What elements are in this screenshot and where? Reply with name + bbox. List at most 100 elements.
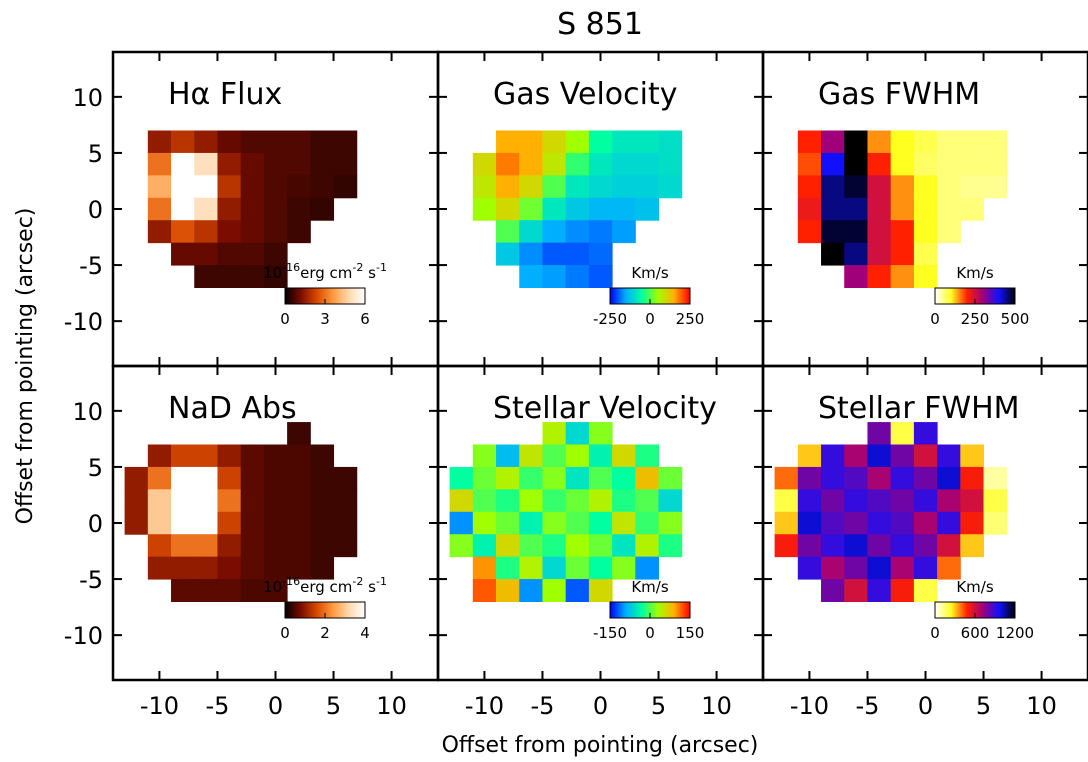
map-cell xyxy=(449,489,474,513)
map-cell xyxy=(333,130,358,154)
map-cell xyxy=(588,556,613,580)
map-cell xyxy=(844,175,868,199)
map-cell xyxy=(797,556,822,580)
map-cell xyxy=(913,175,938,199)
map-cell xyxy=(797,489,822,513)
colorbar-label: Km/s xyxy=(956,264,994,282)
map-cell xyxy=(263,197,288,221)
map-cell xyxy=(867,466,892,490)
map-cell xyxy=(217,556,242,580)
map-cell xyxy=(240,534,265,558)
map-cell xyxy=(658,130,683,154)
map-cell xyxy=(287,489,311,513)
map-cell xyxy=(565,556,590,580)
map-cell xyxy=(867,489,892,513)
map-cell xyxy=(263,130,288,154)
x-tick-label: 10 xyxy=(701,692,732,720)
colorbar-tick-label: 500 xyxy=(1001,310,1030,328)
map-cell xyxy=(542,220,567,244)
map-cell xyxy=(658,152,683,176)
map-cell xyxy=(821,556,845,580)
y-axis-label: Offset from pointing (arcsec) xyxy=(13,208,38,525)
map-cell xyxy=(217,489,242,513)
map-cell xyxy=(542,489,567,513)
map-cell xyxy=(844,511,868,535)
map-cell xyxy=(844,197,868,221)
map-cell xyxy=(449,511,474,535)
map-cell xyxy=(217,265,242,288)
map-cell xyxy=(890,466,915,490)
map-cell xyxy=(612,466,636,490)
colorbar-label-part: 10 xyxy=(263,264,282,282)
map-cell xyxy=(519,197,543,221)
colorbar-label-sup: -1 xyxy=(376,261,387,274)
map-cell xyxy=(983,489,1008,513)
map-cell xyxy=(797,175,822,199)
map-cell xyxy=(612,534,636,558)
map-cell xyxy=(565,152,590,176)
colorbar-label-sup: -16 xyxy=(282,261,300,274)
map-cell xyxy=(287,534,311,558)
map-cell xyxy=(821,220,845,244)
map-cell xyxy=(821,489,845,513)
map-cell xyxy=(333,534,358,558)
map-cell xyxy=(565,197,590,221)
map-cell xyxy=(217,579,242,602)
map-cell xyxy=(496,534,520,558)
y-tick-label: -5 xyxy=(79,252,103,280)
map-cell xyxy=(217,152,242,176)
colorbar-label-sup: -2 xyxy=(352,575,363,588)
map-cell xyxy=(960,130,985,154)
map-cell xyxy=(496,489,520,513)
map-cell xyxy=(565,265,590,288)
map-cell xyxy=(867,242,892,266)
map-cell xyxy=(913,152,938,176)
map-cell xyxy=(194,242,218,266)
map-cell xyxy=(797,130,822,154)
colorbar-label-sup: -16 xyxy=(282,575,300,588)
colorbar-label-part: erg cm xyxy=(300,264,352,282)
map-cell xyxy=(867,175,892,199)
map-cell xyxy=(565,444,590,468)
map-cell xyxy=(890,579,915,602)
colorbar-tick-label: 0 xyxy=(645,310,655,328)
map-cell xyxy=(913,265,938,288)
map-cell xyxy=(565,130,590,154)
map-cell xyxy=(913,489,938,513)
map-cell xyxy=(310,130,335,154)
y-tick-label: 5 xyxy=(88,454,103,482)
map-cell xyxy=(310,511,335,535)
map-cell xyxy=(519,489,543,513)
map-cell xyxy=(147,197,172,221)
map-cell xyxy=(263,152,288,176)
map-cell xyxy=(171,175,195,199)
colorbar-tick-label: 250 xyxy=(676,310,705,328)
map-cell xyxy=(240,175,265,199)
map-cell xyxy=(171,197,195,221)
map-cell xyxy=(496,466,520,490)
map-cell xyxy=(124,466,149,490)
map-cell xyxy=(983,130,1008,154)
map-cell xyxy=(937,130,961,154)
map-cell xyxy=(333,175,358,199)
map-cell xyxy=(147,130,172,154)
map-cell xyxy=(147,511,172,535)
map-cell xyxy=(960,444,985,468)
map-cell xyxy=(635,197,660,221)
colorbar-label-sup: -1 xyxy=(376,575,387,588)
map-cell xyxy=(913,197,938,221)
map-cell xyxy=(472,534,497,558)
map-cell xyxy=(333,511,358,535)
map-cell xyxy=(217,466,242,490)
map-cell xyxy=(635,444,660,468)
map-cell xyxy=(519,220,543,244)
map-cell xyxy=(519,511,543,535)
map-cell xyxy=(937,466,961,490)
map-cell xyxy=(867,511,892,535)
map-cell xyxy=(240,556,265,580)
colorbar-label-part: 10 xyxy=(263,578,282,596)
colorbar-tick-label: 0 xyxy=(645,624,655,642)
map-cell xyxy=(937,197,961,221)
x-tick-label: 5 xyxy=(976,692,991,720)
